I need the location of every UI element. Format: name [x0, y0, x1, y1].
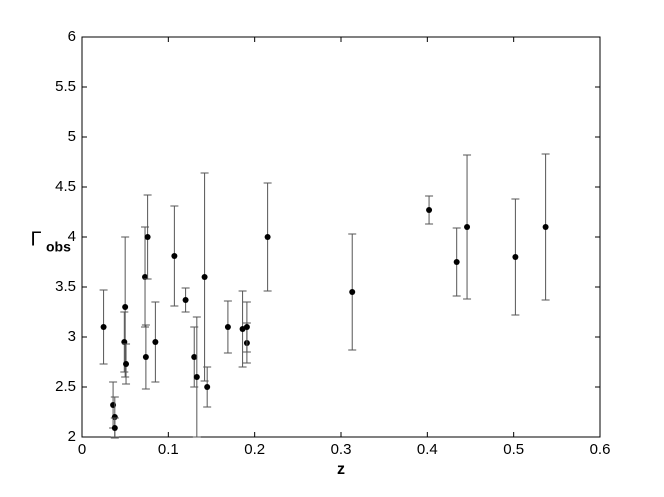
y-axis-label: Γ	[30, 228, 41, 250]
x-tick-label: 0.4	[417, 441, 438, 458]
point	[201, 274, 208, 280]
x-tick-label: 0.5	[503, 441, 524, 458]
y-tick-label: 2	[68, 428, 76, 445]
point	[123, 361, 130, 367]
x-tick-label: 0	[78, 441, 86, 458]
y-tick-label: 4	[68, 228, 76, 245]
y-tick-label: 4.5	[55, 178, 76, 195]
point	[453, 259, 460, 265]
point	[171, 253, 178, 259]
point	[243, 324, 250, 330]
point	[193, 374, 200, 380]
point	[204, 384, 211, 390]
point	[142, 354, 149, 360]
point	[542, 224, 549, 230]
point	[264, 234, 271, 240]
point	[111, 425, 118, 431]
point	[426, 207, 433, 213]
point	[349, 289, 356, 295]
point	[152, 339, 159, 345]
point	[512, 254, 519, 260]
point	[100, 324, 107, 330]
x-axis-label: z	[337, 461, 345, 478]
point	[122, 304, 129, 310]
x-tick-label: 0.6	[590, 441, 611, 458]
point	[191, 354, 198, 360]
point	[144, 234, 151, 240]
point	[182, 297, 189, 303]
y-axis-label-subscript: obs	[46, 239, 71, 255]
x-tick-label: 0.2	[244, 441, 265, 458]
x-tick-label: 0.3	[331, 441, 352, 458]
point	[224, 324, 231, 330]
y-tick-label: 5	[68, 128, 76, 145]
y-tick-label: 3.5	[55, 278, 76, 295]
y-tick-label: 5.5	[55, 78, 76, 95]
y-tick-label: 6	[68, 28, 76, 45]
y-tick-label: 3	[68, 328, 76, 345]
x-tick-label: 0.1	[158, 441, 179, 458]
y-tick-label: 2.5	[55, 378, 76, 395]
point	[464, 224, 471, 230]
